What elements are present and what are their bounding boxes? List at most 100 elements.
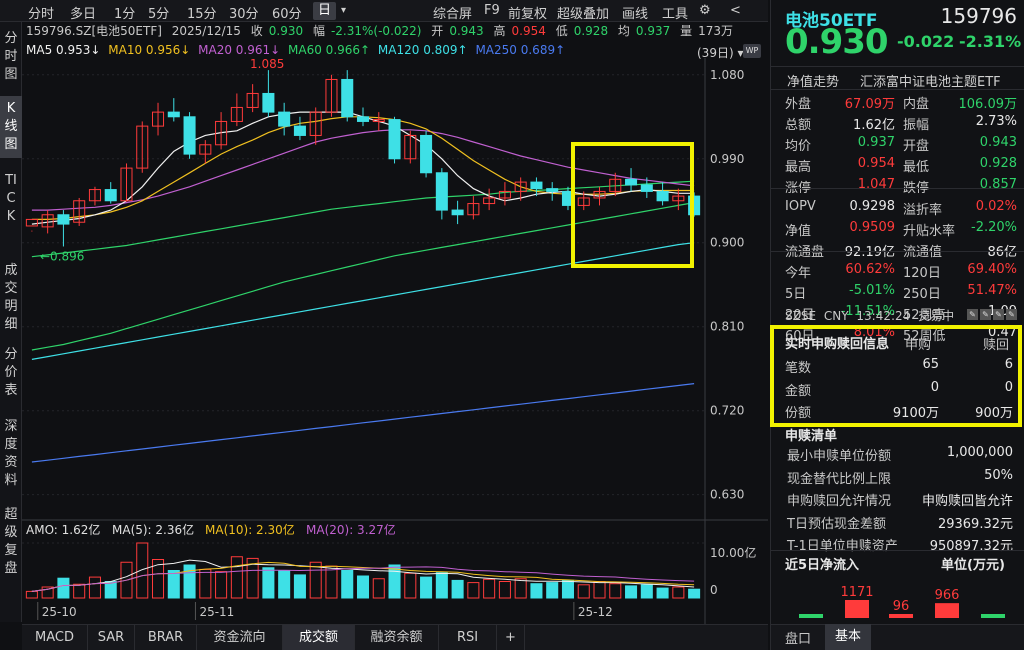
candle-body-33 [546, 188, 559, 192]
left-tab-label: 成交明细 [4, 263, 18, 332]
ma10-legend: MA10 0.956↓ [108, 43, 191, 57]
indicator-tab-0[interactable]: MACD [22, 625, 88, 650]
quote-label-6-b: 升贴水率 [903, 223, 956, 239]
panel-toggle-icon[interactable]: < [730, 3, 741, 18]
volume-bar-22 [372, 578, 385, 599]
quote-label-11-a: 60日 [785, 329, 815, 345]
left-tab-label: 分时图 [4, 31, 18, 82]
indicator-tab-3[interactable]: 资金流向 [197, 625, 283, 650]
toolbar-item-2[interactable]: 1分 [114, 7, 136, 22]
quote-value-4-b: 0.857 [979, 177, 1017, 193]
toolbar-item-7[interactable]: 日 [313, 2, 337, 20]
volume-bar-4 [88, 576, 101, 599]
toolbar-item-0[interactable]: 分时 [28, 7, 55, 22]
tab-order-book[interactable]: 盘口 [785, 632, 812, 647]
quote-label-0-a: 外盘 [785, 97, 812, 112]
open-label: 开 [431, 24, 444, 38]
candle-body-37 [609, 178, 622, 192]
candle-body-25 [420, 134, 433, 174]
flow-unit: 单位(万元) [941, 558, 1005, 573]
quote-label-9-b: 250日 [903, 286, 941, 302]
quote-value-3-b: 0.928 [979, 156, 1017, 172]
volume-bar-11 [199, 568, 212, 599]
fund-name: 电池50ETF [785, 11, 878, 31]
price-axis-label-4: 0.720 [710, 404, 744, 418]
days-selector[interactable]: (39日) ▾ [697, 44, 744, 61]
toolbar-item-12[interactable]: 画线 [622, 7, 649, 22]
toolbar-item-11[interactable]: 超级叠加 [557, 7, 610, 22]
ma250-line [31, 383, 695, 463]
candle-body-26 [435, 172, 448, 211]
x-axis-label-0: 25-10 [42, 605, 77, 619]
toolbar-item-1[interactable]: 多日 [70, 7, 97, 22]
candle-body-41 [672, 195, 685, 202]
candle-body-7 [136, 125, 149, 169]
left-tab-0[interactable]: 分时图 [0, 26, 22, 84]
vol-value: 173万 [698, 24, 734, 38]
low-label: 低 [555, 24, 568, 38]
candle-body-38 [625, 178, 638, 186]
flow-bar-0 [799, 614, 823, 618]
volume-ma5-line [31, 559, 695, 592]
volume-bar-0 [25, 590, 38, 599]
edit-icon-2[interactable]: ✎ [980, 309, 991, 320]
quote-value-9-b: 51.47% [967, 282, 1017, 298]
toolbar-item-13[interactable]: 工具 [662, 7, 689, 22]
quote-value-6-b: -2.20% [971, 219, 1017, 235]
quote-label-8-a: 今年 [785, 265, 812, 281]
left-tab-5[interactable]: 深度资料 [0, 414, 22, 498]
indicator-tabs: MACD SAR BRAR 资金流向 成交额 融资余额 RSI + [22, 624, 768, 650]
quote-label-9-a: 5日 [785, 286, 807, 302]
toolbar-item-10[interactable]: 前复权 [508, 7, 548, 22]
indicator-tab-5[interactable]: 融资余额 [355, 625, 439, 650]
toolbar-item-3[interactable]: 5分 [148, 7, 170, 22]
candle-body-28 [467, 203, 480, 216]
volume-bar-8 [152, 559, 165, 599]
list-value-3: 29369.32元 [937, 516, 1013, 532]
left-tab-3[interactable]: 成交明细 [0, 258, 22, 338]
volume-bar-24 [404, 572, 417, 599]
left-tab-6[interactable]: 超级复盘 [0, 502, 22, 582]
volume-bar-1 [41, 586, 54, 599]
candle-body-14 [246, 92, 259, 108]
edit-icon-4[interactable]: ✎ [1006, 309, 1017, 320]
indicator-tab-2[interactable]: BRAR [135, 625, 197, 650]
kline-chart[interactable]: 1.080 0.990 0.900 0.810 0.720 0.630 1.085 ←0.89… [22, 58, 768, 624]
tab-basic[interactable]: 基本 [825, 624, 872, 650]
volume-bar-19 [325, 565, 338, 599]
toolbar-more-icon[interactable]: ▾ [341, 5, 347, 16]
left-tab-2[interactable]: TICK [0, 168, 22, 250]
edit-icon-3[interactable]: ✎ [993, 309, 1004, 320]
toolbar-item-9[interactable]: F9 [484, 3, 500, 18]
indicator-tab-1[interactable]: SAR [88, 625, 135, 650]
volume-axis-top: 10.00亿 [710, 545, 756, 560]
candle-body-24 [404, 134, 417, 160]
vol-label: 量 [680, 24, 693, 38]
volume-bar-36 [593, 581, 606, 599]
volume-bar-16 [278, 570, 291, 599]
candle-body-1 [41, 214, 54, 228]
toolbar-item-8[interactable]: 综合屏 [433, 7, 473, 22]
fund-code: 159796 [940, 4, 1017, 28]
toolbar-item-6[interactable]: 60分 [272, 7, 302, 22]
last-price: 0.930 [785, 22, 889, 62]
edit-icon[interactable]: ✎ [967, 309, 978, 320]
left-tab-1[interactable]: K线图 [0, 96, 22, 158]
indicator-tab-6[interactable]: RSI [439, 625, 497, 650]
candle-body-16 [278, 111, 291, 127]
left-tab-label: TICK [5, 173, 17, 224]
ma120-line [31, 202, 695, 351]
quote-label-1-a: 总额 [785, 118, 812, 134]
toolbar-item-5[interactable]: 30分 [229, 7, 259, 22]
avg-value: 0.937 [635, 24, 671, 38]
gear-icon[interactable]: ⚙ [699, 3, 711, 18]
left-tab-4[interactable]: 分价表 [0, 342, 22, 412]
indicator-tab-7[interactable]: + [497, 625, 525, 650]
wp-icon[interactable]: WP [743, 44, 761, 58]
left-tab-label: 深度资料 [4, 419, 18, 488]
indicator-tab-4[interactable]: 成交额 [283, 625, 355, 650]
candle-body-0 [25, 218, 38, 227]
nav-trend-link[interactable]: 净值走势 [787, 75, 840, 90]
candle-body-6 [120, 167, 133, 202]
toolbar-item-4[interactable]: 15分 [187, 7, 217, 22]
